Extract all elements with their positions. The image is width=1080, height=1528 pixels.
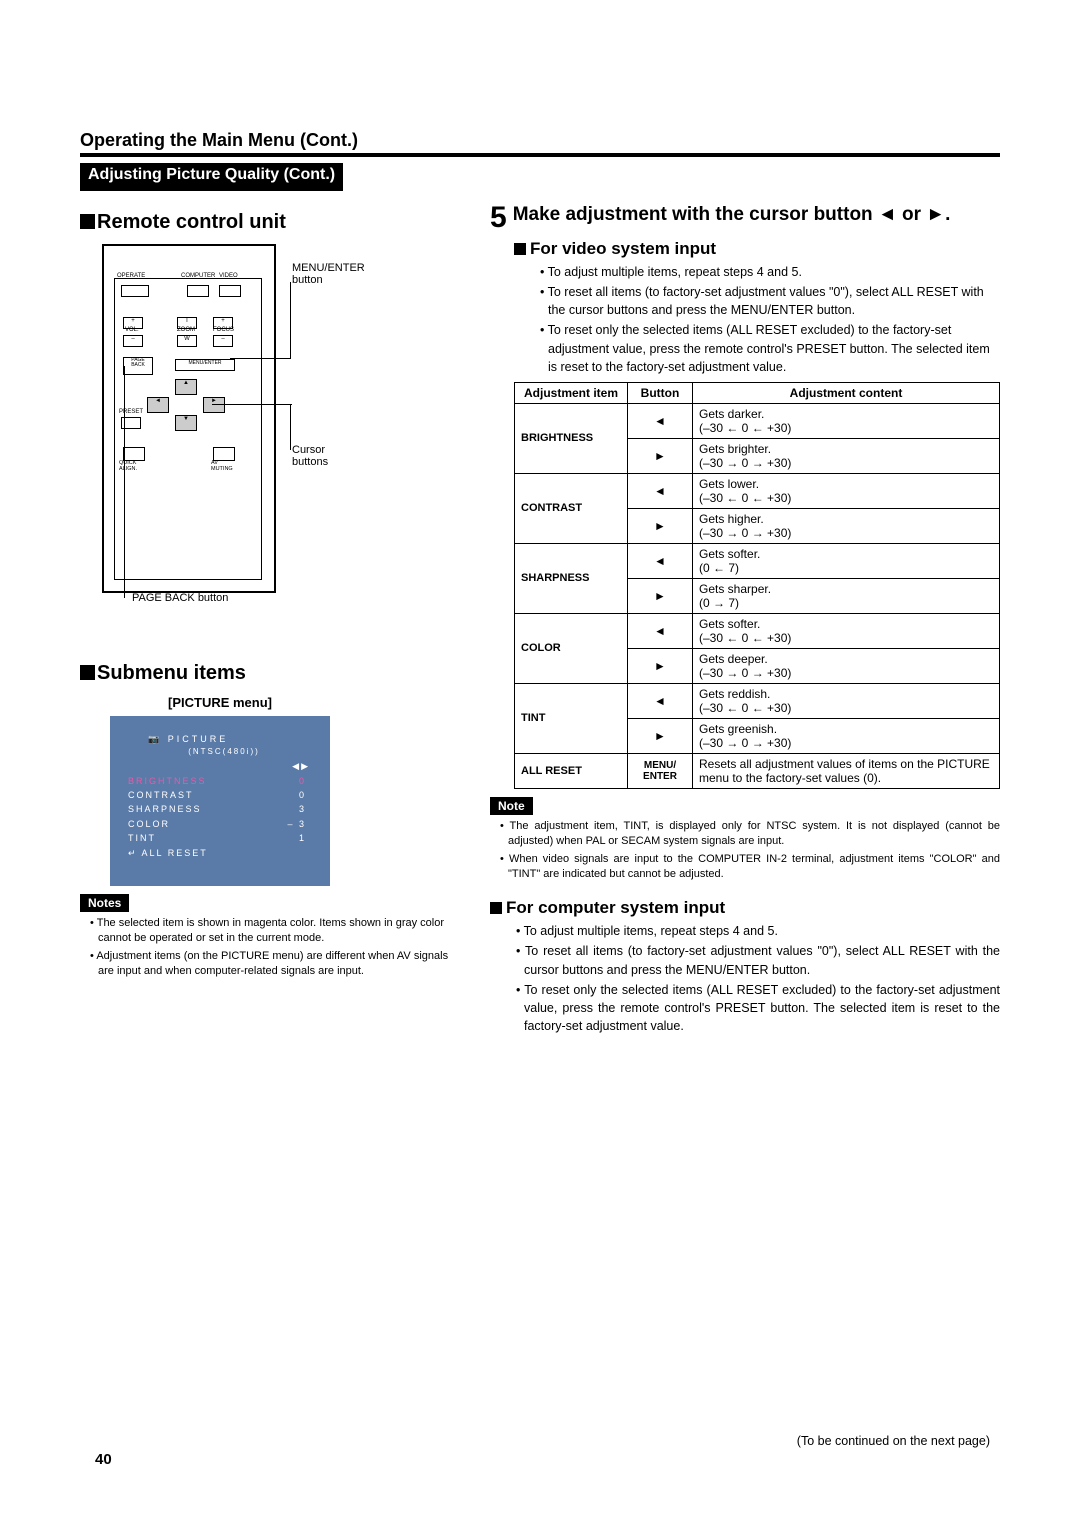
picture-menu-box: 📷 PICTURE (NTSC(480i)) ◀▶ BRIGHTNESS0 CO… (110, 716, 330, 886)
button-right-icon (628, 718, 693, 753)
step-title: Make adjustment with the cursor button ◄… (490, 203, 1000, 227)
button-right-icon (628, 508, 693, 543)
button-left-icon (628, 543, 693, 578)
video-bullets: • To adjust multiple items, repeat steps… (530, 263, 1000, 376)
manual-page: Operating the Main Menu (Cont.) Adjustin… (0, 0, 1080, 1528)
adj-content: Gets softer. (0 ← 7) (693, 543, 1000, 578)
row-item: SHARPNESS (515, 543, 628, 613)
adj-content: Gets lower. (–30 ← 0 ← +30) (693, 473, 1000, 508)
breadcrumb: Operating the Main Menu (Cont.) (80, 130, 1000, 151)
cursor-callout: Cursor buttons (292, 444, 352, 468)
callout-line-menu (230, 358, 290, 359)
cursor-down: ▼ (175, 415, 197, 431)
adj-content: Gets brighter. (–30 → 0 → +30) (693, 438, 1000, 473)
callout-vline-pageback (124, 366, 125, 598)
continued-note: (To be continued on the next page) (797, 1434, 990, 1448)
button-right-icon (628, 648, 693, 683)
button-left-icon (628, 683, 693, 718)
submenu-heading: Submenu items (80, 662, 450, 685)
menu-enter-button: MENU/ENTER (175, 359, 235, 371)
menu-row: COLOR– 3 (128, 817, 320, 831)
row-item: TINT (515, 683, 628, 753)
zoom-w: W (177, 335, 197, 347)
th-item: Adjustment item (515, 382, 628, 403)
adj-content: Gets sharper. (0 → 7) (693, 578, 1000, 613)
th-content: Adjustment content (693, 382, 1000, 403)
focus-minus: – (213, 335, 233, 347)
adj-content: Gets darker. (–30 ← 0 ← +30) (693, 403, 1000, 438)
cursor-right: ► (203, 397, 225, 413)
cursor-up: ▲ (175, 379, 197, 395)
adjustment-table: Adjustment item Button Adjustment conten… (514, 382, 1000, 789)
menu-signal: (NTSC(480i)) (128, 746, 320, 759)
computer-button (187, 285, 209, 297)
menu-row: CONTRAST0 (128, 788, 320, 802)
video-label: VIDEO (219, 273, 238, 279)
callout-line-cursor (212, 404, 292, 405)
av-muting-label: AVMUTING (211, 461, 233, 472)
row-item: CONTRAST (515, 473, 628, 543)
left-notes: • The selected item is shown in magenta … (80, 916, 450, 980)
cursor-left: ◄ (147, 397, 169, 413)
picture-menu-label: [PICTURE menu] (110, 695, 330, 710)
operate-button (121, 285, 149, 297)
callout-vline-menu (290, 282, 291, 359)
adj-content: Resets all adjustment values of items on… (693, 753, 1000, 788)
vol-plus: + (123, 317, 143, 329)
notes-chip: Notes (80, 894, 129, 912)
page-number: 40 (95, 1451, 112, 1468)
pageback-callout: PAGE BACK button (132, 592, 228, 604)
computer-label: COMPUTER (181, 273, 215, 279)
menu-enter-cell: MENU/ ENTER (628, 753, 693, 788)
right-notes: • The adjustment item, TINT, is displaye… (490, 819, 1000, 883)
video-input-heading: For video system input (514, 239, 1000, 259)
menu-row: BRIGHTNESS0 (128, 774, 320, 788)
zoom-t: T (177, 317, 197, 329)
adj-content: Gets greenish. (–30 → 0 → +30) (693, 718, 1000, 753)
button-left-icon (628, 473, 693, 508)
menu-row: TINT1 (128, 831, 320, 845)
quick-align-label: QUICKALIGN. (119, 461, 137, 472)
remote-diagram: OPERATE COMPUTER VIDEO VOL. + – ZOOM T W… (92, 244, 352, 604)
button-right-icon (628, 438, 693, 473)
note-chip: Note (490, 797, 533, 815)
computer-bullets: • To adjust multiple items, repeat steps… (506, 922, 1000, 1035)
button-left-icon (628, 613, 693, 648)
vol-minus: – (123, 335, 143, 347)
menu-row: SHARPNESS3 (128, 802, 320, 816)
banner: Adjusting Picture Quality (Cont.) (80, 163, 343, 191)
video-button (219, 285, 241, 297)
adj-content: Gets reddish. (–30 ← 0 ← +30) (693, 683, 1000, 718)
av-muting-button (213, 447, 235, 461)
menu-row: ↵ ALL RESET (128, 846, 320, 860)
menu-head: PICTURE (168, 734, 229, 744)
remote-heading: Remote control unit (80, 211, 450, 234)
adj-content: Gets deeper. (–30 → 0 → +30) (693, 648, 1000, 683)
th-button: Button (628, 382, 693, 403)
adj-content: Gets softer. (–30 ← 0 ← +30) (693, 613, 1000, 648)
focus-plus: + (213, 317, 233, 329)
row-item: COLOR (515, 613, 628, 683)
button-right-icon (628, 578, 693, 613)
menu-enter-callout: MENU/ENTER button (292, 262, 372, 286)
row-item: BRIGHTNESS (515, 403, 628, 473)
operate-label: OPERATE (117, 273, 145, 279)
computer-input-heading: For computer system input (490, 898, 1000, 918)
adj-content: Gets higher. (–30 → 0 → +30) (693, 508, 1000, 543)
button-left-icon (628, 403, 693, 438)
step-number: 5 (490, 203, 507, 233)
preset-label: PRESET (119, 409, 143, 415)
quick-align-button (123, 447, 145, 461)
callout-vline-cursor (290, 404, 291, 450)
page-back-button: PAGE BACK (123, 357, 153, 375)
row-item: ALL RESET (515, 753, 628, 788)
